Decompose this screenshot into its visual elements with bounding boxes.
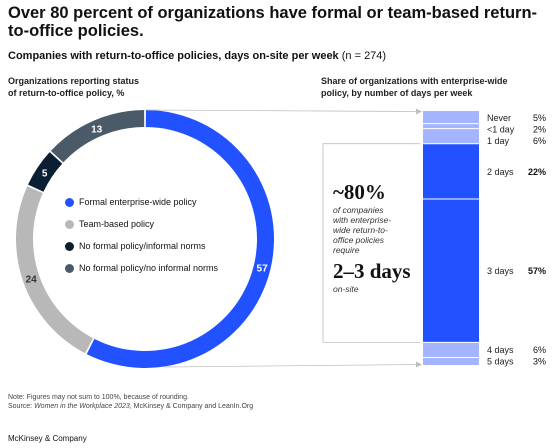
donut-slice-formal-enterprise-wide-policy (86, 110, 275, 368)
connector-bottom-arrow (416, 361, 422, 368)
donut-label-line1: Organizations reporting status (8, 76, 140, 86)
bar-segment-never (423, 111, 479, 124)
bar-value-label: 5% (533, 113, 546, 123)
callout-days: 2–3 days (333, 259, 411, 283)
connector-bottom-line (164, 364, 418, 368)
callout-percent: ~80% (333, 180, 386, 204)
donut-value-label: 24 (26, 274, 38, 285)
page-title: Over 80 percent of organizations have fo… (8, 4, 538, 40)
callout-onsite: on-site (333, 284, 359, 294)
donut-value-label: 13 (91, 125, 103, 136)
bar-label-line1: Share of organizations with enterprise-w… (321, 76, 508, 86)
legend-label: Team-based policy (79, 219, 155, 229)
bar-panel-label: Share of organizations with enterprise-w… (321, 76, 541, 99)
bar-category-label: 4 days (487, 345, 514, 355)
bar-segment-5-days (423, 357, 479, 365)
source-prefix: Source: (8, 403, 35, 410)
bar-segment-2-days (423, 143, 479, 200)
connector-top-line (144, 109, 418, 112)
callout-desc-line: require (333, 245, 360, 255)
callout-desc-line: wide return-to- (333, 225, 388, 235)
donut-value-label: 57 (257, 263, 269, 274)
chart-subtitle: Companies with return-to-office policies… (8, 50, 386, 62)
sample-size: (n = 274) (341, 50, 387, 62)
bar-value-label: 2% (533, 124, 546, 134)
bar-value-label: 6% (533, 136, 546, 146)
bar-category-label: 1 day (487, 136, 510, 146)
footnote-note: Note: Figures may not sum to 100%, becau… (8, 394, 189, 401)
legend-label: No formal policy/no informal norms (79, 263, 219, 273)
bar-value-label: 57% (528, 266, 546, 276)
bar-category-label: <1 day (487, 124, 515, 134)
legend-swatch (65, 264, 74, 273)
bar-segment-1-day (423, 123, 479, 129)
bar-label-line2: policy, by number of days per week (321, 87, 473, 98)
footnote: Note: Figures may not sum to 100%, becau… (8, 393, 253, 411)
donut-panel-label: Organizations reporting status of return… (8, 76, 218, 99)
callout-desc-line: office policies (333, 235, 385, 245)
bar-segment-1-day (423, 128, 479, 144)
bar-value-label: 3% (533, 357, 546, 367)
legend-label: Formal enterprise-wide policy (79, 197, 197, 207)
donut-label-line2: of return-to-office policy, % (8, 87, 125, 98)
legend-label: No formal policy/informal norms (79, 241, 206, 251)
source-suffix: , McKinsey & Company and LeanIn.Org (129, 403, 254, 410)
bar-category-label: Never (487, 113, 511, 123)
brand-label: McKinsey & Company (8, 434, 87, 443)
bar-category-label: 5 days (487, 357, 514, 367)
bar-value-label: 22% (528, 167, 546, 177)
callout-desc-line: with enterprise- (333, 215, 392, 225)
bar-category-label: 3 days (487, 266, 514, 276)
bar-segment-3-days (423, 199, 479, 343)
donut-slice-no-formal-policy-informal-norms (28, 152, 63, 192)
donut-value-label: 5 (42, 168, 48, 179)
legend-swatch (65, 198, 74, 207)
legend-swatch (65, 242, 74, 251)
source-publication: Women in the Workplace 2023 (34, 403, 130, 410)
donut-slice-no-formal-policy-no-informal-norms (50, 110, 145, 163)
bar-category-label: 2 days (487, 167, 514, 177)
connector-top-arrow (416, 108, 422, 115)
subtitle-main: Companies with return-to-office policies… (8, 50, 339, 62)
footnote-source: Source: Women in the Workplace 2023, McK… (8, 402, 253, 411)
callout-bracket (322, 143, 420, 343)
donut-slice-team-based-policy (15, 186, 93, 354)
bar-value-label: 6% (533, 345, 546, 355)
callout-desc-line: of companies (333, 205, 384, 215)
legend-swatch (65, 220, 74, 229)
callout-description: of companies with enterprise- wide retur… (333, 205, 423, 255)
bar-segment-4-days (423, 342, 479, 358)
